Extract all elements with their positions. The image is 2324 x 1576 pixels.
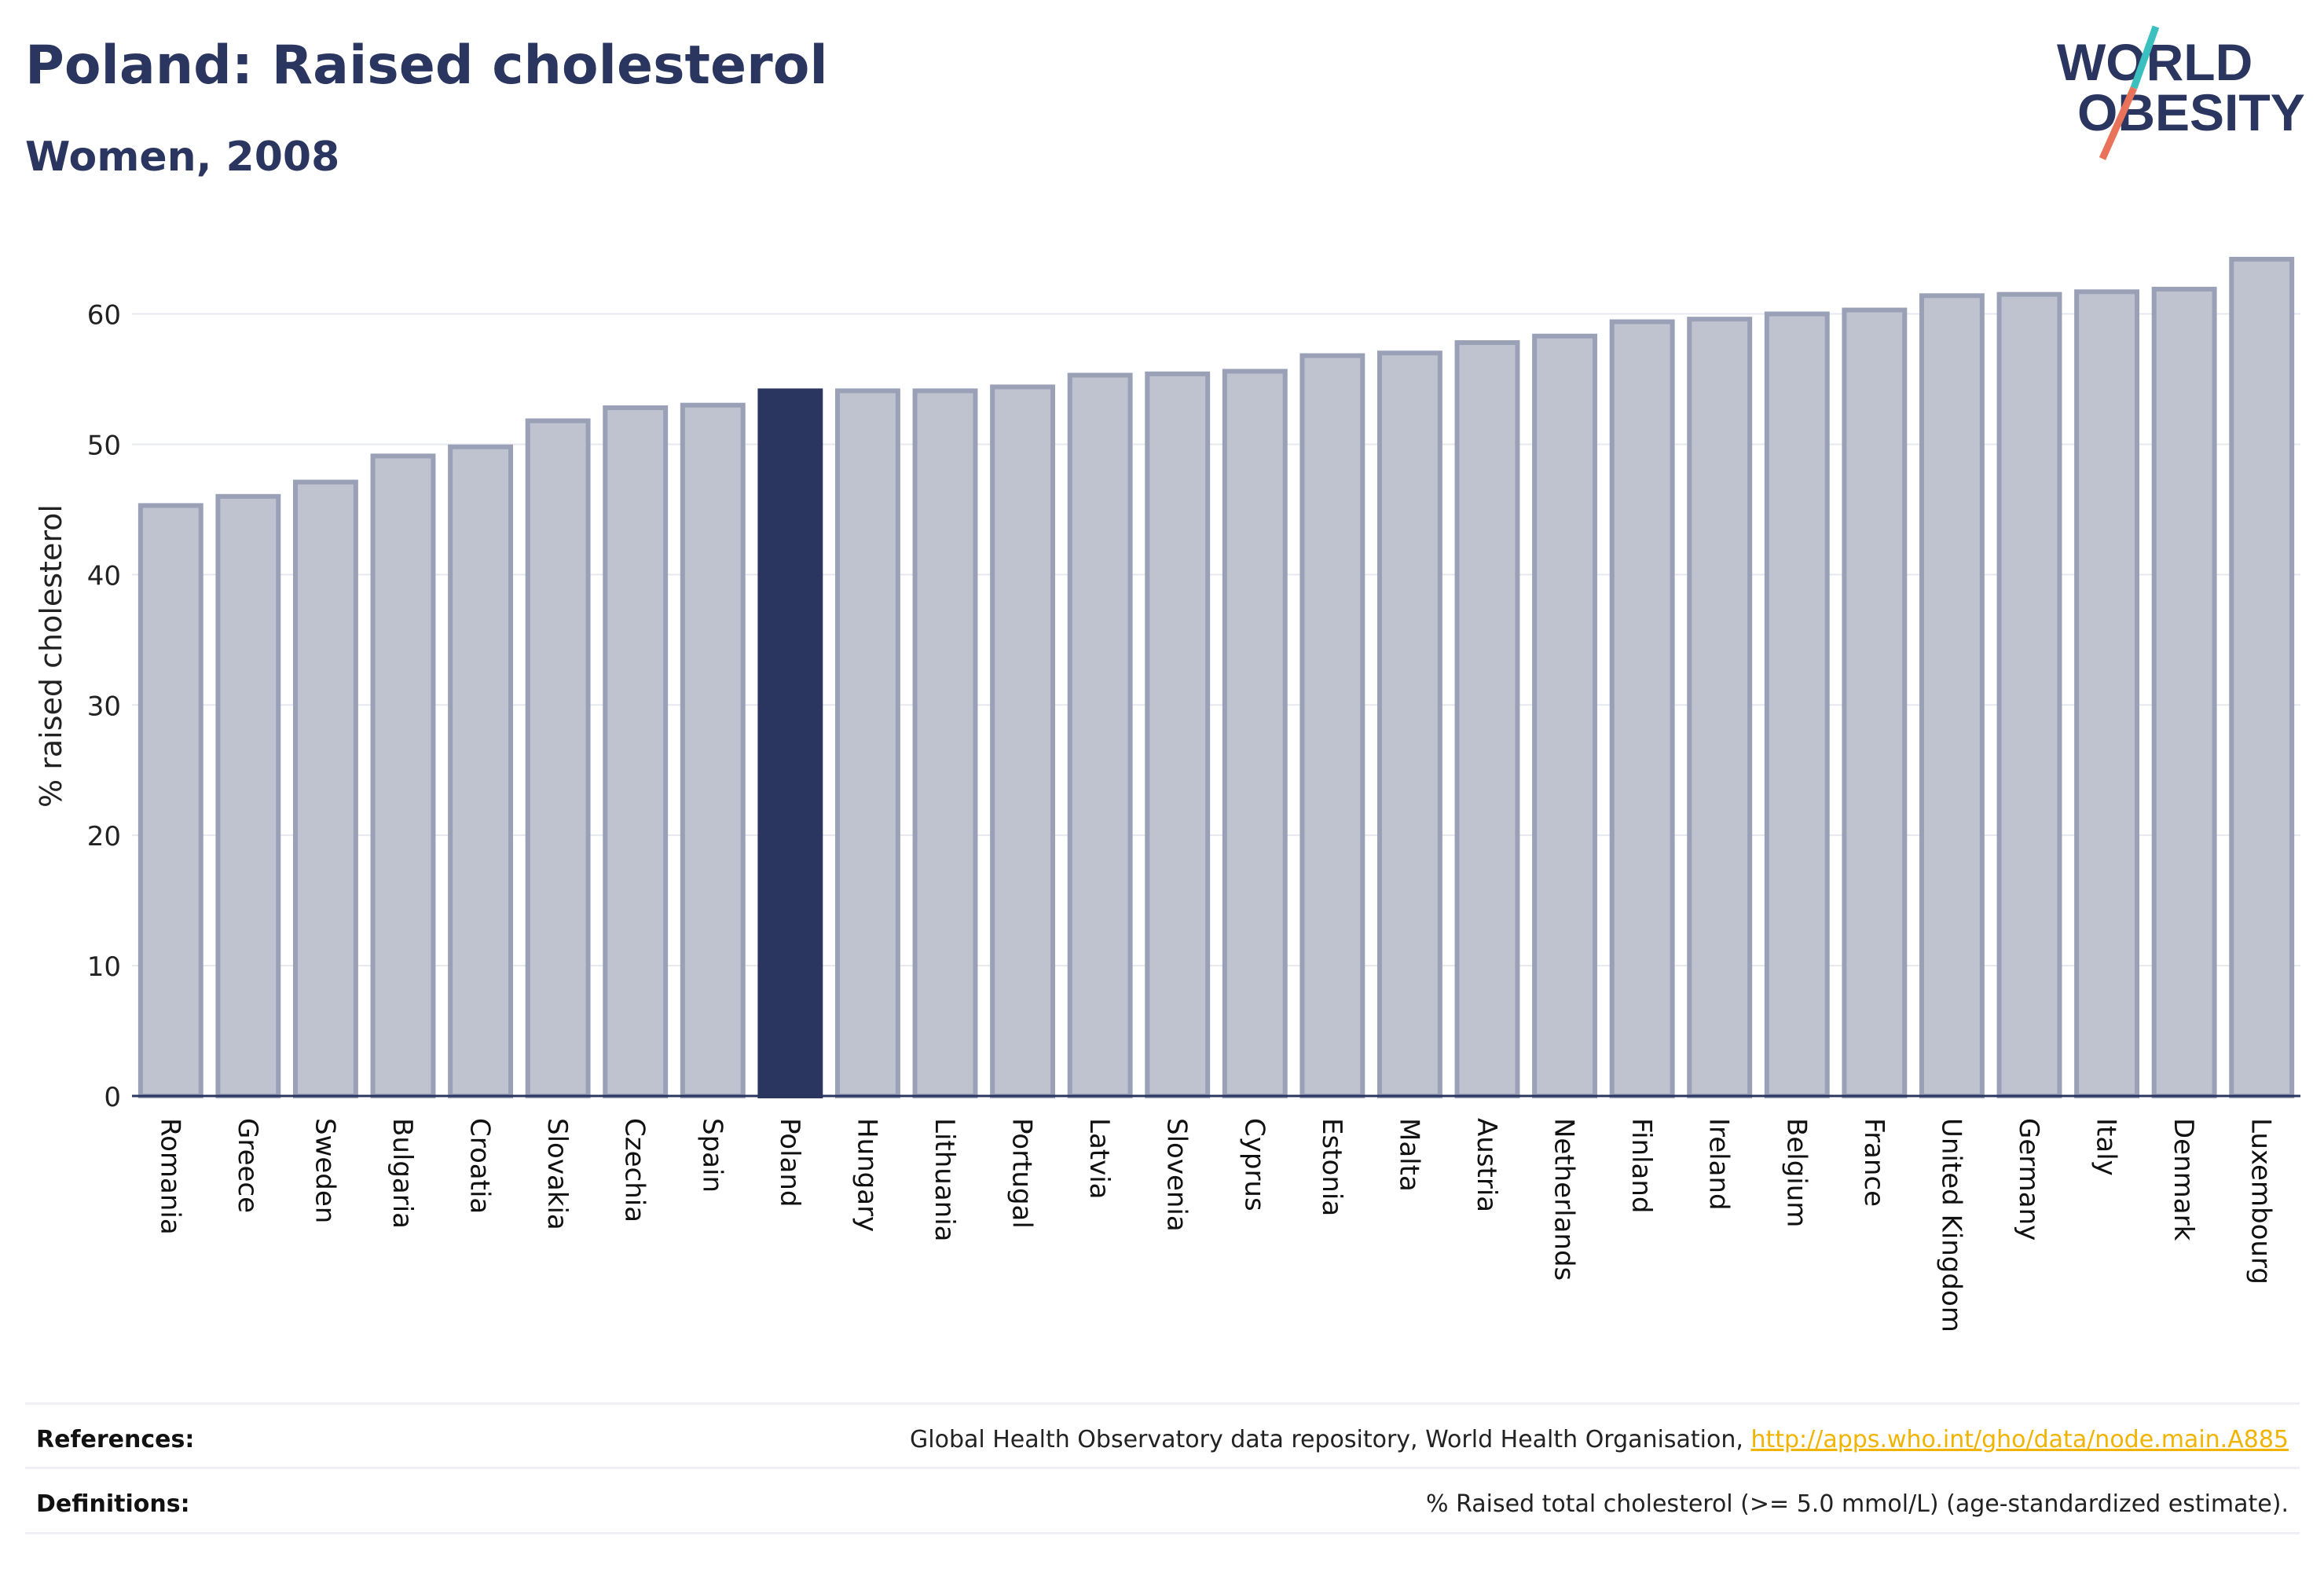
bar-slovakia	[525, 418, 591, 1098]
x-tick-label: Italy	[2091, 1118, 2122, 1176]
references-text: Global Health Observatory data repositor…	[910, 1426, 2289, 1453]
y-axis-label: % raised cholesterol	[34, 504, 68, 808]
bar-bulgaria	[370, 453, 436, 1098]
bar-denmark	[2151, 287, 2217, 1099]
x-tick-label: Portugal	[1006, 1118, 1038, 1229]
bar-united-kingdom	[1919, 293, 1985, 1098]
x-tick-label: Poland	[774, 1118, 805, 1208]
x-tick-label: Lithuania	[929, 1118, 960, 1241]
x-tick-label: Latvia	[1083, 1118, 1115, 1200]
definitions-label: Definitions:	[36, 1490, 190, 1518]
x-tick-label: Romania	[154, 1118, 185, 1235]
logo-slash-coral	[2099, 86, 2138, 160]
bar-ireland	[1687, 317, 1753, 1098]
y-tick-label: 0	[104, 1082, 121, 1113]
x-tick-label: Czechia	[619, 1118, 651, 1222]
y-tick-label: 20	[87, 821, 121, 852]
bar-spain	[680, 402, 746, 1098]
x-tick-label: Belgium	[1780, 1118, 1812, 1227]
x-tick-label: Netherlands	[1549, 1118, 1580, 1281]
footer-divider-bottom	[25, 1532, 2300, 1534]
bar-belgium	[1764, 311, 1830, 1098]
bar-czechia	[603, 405, 669, 1098]
logo-line1: WORLD	[2057, 33, 2253, 91]
x-tick-label: Sweden	[309, 1118, 340, 1223]
bars	[137, 256, 2295, 1099]
x-tick-label: France	[1858, 1118, 1890, 1207]
bar-lithuania	[912, 388, 978, 1098]
page-title: Poland: Raised cholesterol	[25, 35, 828, 97]
references-link[interactable]: http://apps.who.int/gho/data/node.main.A…	[1750, 1426, 2289, 1453]
x-tick-label: Cyprus	[1238, 1118, 1270, 1211]
bar-austria	[1454, 340, 1520, 1098]
bar-portugal	[990, 384, 1056, 1099]
bar-romania	[137, 503, 203, 1098]
x-tick-label: Slovenia	[1161, 1118, 1193, 1232]
bar-croatia	[448, 444, 514, 1098]
references-label: References:	[36, 1426, 195, 1453]
world-obesity-logo: WORLD OBESITY	[2057, 25, 2305, 160]
bar-luxembourg	[2229, 256, 2295, 1098]
x-tick-label: Estonia	[1316, 1118, 1347, 1216]
bar-hungary	[834, 388, 900, 1098]
bar-italy	[2074, 289, 2140, 1099]
references-source: Global Health Observatory data repositor…	[910, 1426, 1751, 1453]
bar-germany	[1996, 291, 2062, 1098]
x-tick-label: Slovakia	[541, 1118, 573, 1230]
x-tick-label: Malta	[1393, 1118, 1424, 1192]
bar-netherlands	[1532, 333, 1598, 1098]
axes: 0 10 20 30 40 50 60 Romania Greece Sweden Bulgaria…	[87, 300, 2300, 1332]
footer-divider-mid	[25, 1467, 2300, 1469]
x-tick-label: Germany	[2013, 1118, 2044, 1241]
x-tick-label: Hungary	[851, 1118, 882, 1232]
x-tick-label: Denmark	[2168, 1118, 2199, 1241]
x-tick-label: Bulgaria	[387, 1118, 418, 1229]
x-tick-label: Greece	[232, 1118, 263, 1213]
bar-estonia	[1299, 353, 1365, 1098]
x-tick-label: Austria	[1471, 1118, 1502, 1212]
bar-poland	[757, 388, 823, 1098]
x-tick-label: Finland	[1626, 1118, 1657, 1214]
bar-greece	[215, 493, 281, 1098]
x-tick-label: Spain	[696, 1118, 728, 1193]
bar-slovenia	[1145, 371, 1211, 1098]
definitions-text: % Raised total cholesterol (>= 5.0 mmol/…	[1426, 1490, 2289, 1518]
x-tick-label: Croatia	[464, 1118, 496, 1214]
y-tick-label: 60	[87, 300, 121, 332]
footer-divider-top	[25, 1402, 2300, 1405]
y-tick-label: 10	[87, 951, 121, 983]
bar-latvia	[1067, 372, 1133, 1099]
bar-sweden	[292, 479, 358, 1098]
logo-slash-teal	[2130, 25, 2160, 90]
y-tick-label: 40	[87, 560, 121, 592]
page-subtitle: Women, 2008	[25, 134, 340, 181]
bar-france	[1842, 307, 1908, 1098]
bar-chart: 0 10 20 30 40 50 60 Romania Greece Sweden Bulgaria…	[34, 256, 2300, 1332]
y-tick-label: 30	[87, 691, 121, 722]
bar-cyprus	[1222, 368, 1288, 1098]
bar-malta	[1376, 350, 1442, 1098]
x-tick-label: Luxembourg	[2245, 1118, 2277, 1285]
x-tick-label: United Kingdom	[1935, 1118, 1967, 1332]
x-tick-label: Ireland	[1703, 1118, 1735, 1211]
y-tick-label: 50	[87, 430, 121, 461]
bar-finland	[1609, 319, 1675, 1098]
